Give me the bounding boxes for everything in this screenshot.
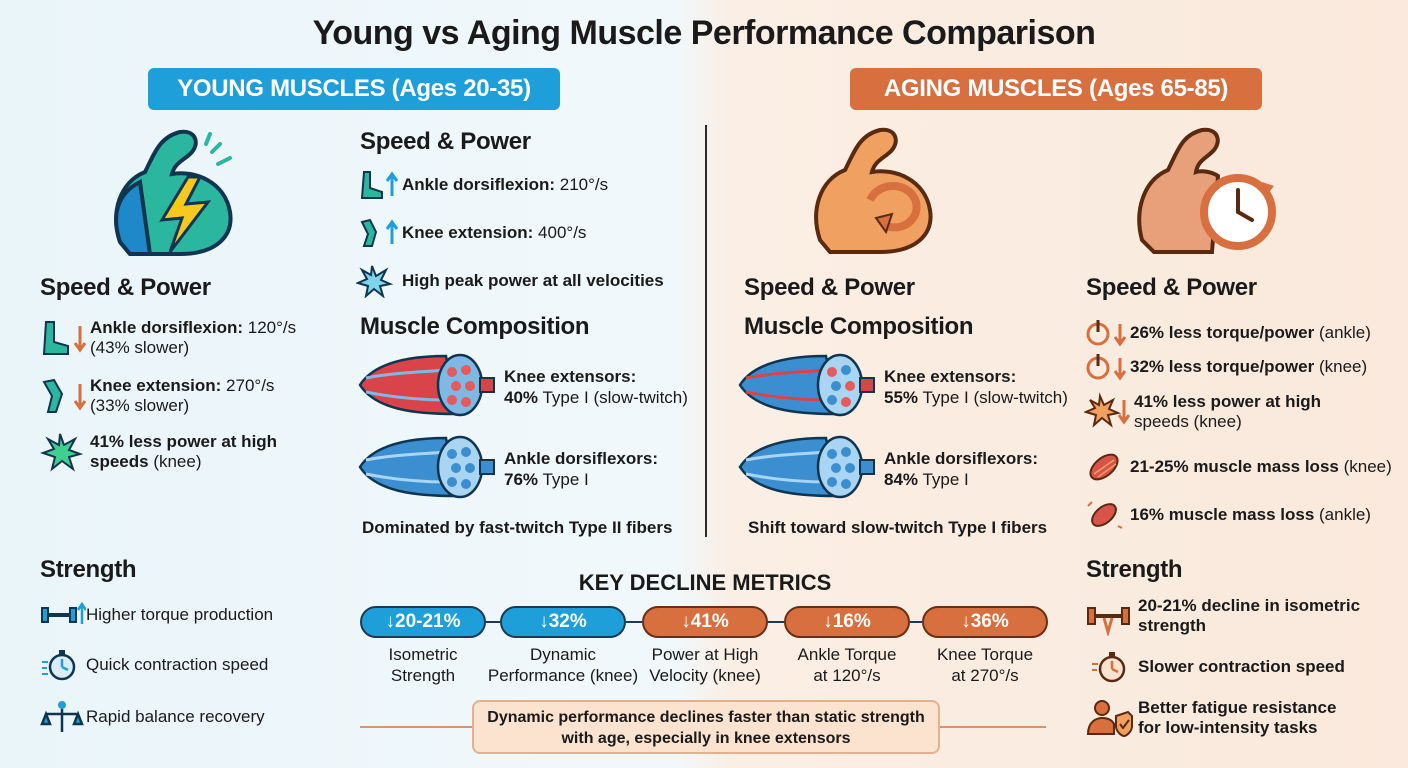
metric-label: Power at High Velocity (knee): [649, 645, 761, 685]
left-speed-item: Ankle dorsiflexion: 120°/s (43% slower): [40, 318, 296, 358]
young-ankle-value: 210°/s: [555, 175, 609, 194]
metric-pill-power: ↓41%: [642, 606, 768, 638]
young-knee-muscle-icon: [358, 353, 495, 417]
young-knee-label: Knee extension:: [402, 223, 534, 242]
metric-pill-knee-torque: ↓36%: [922, 606, 1048, 638]
muscle-mass-icon: [1087, 501, 1123, 529]
balance-icon: [40, 701, 84, 732]
young-strength-text: Rapid balance recovery: [86, 707, 265, 726]
aging-ankle-muscle-icon: [738, 435, 875, 499]
aging-knee-fiber-label: Knee extensors: 55% Type I (slow-twitch): [884, 367, 1068, 407]
center-divider: [705, 125, 707, 537]
aging-ankle-fiber-label: Ankle dorsiflexors: 84% Type I: [884, 449, 1038, 489]
left-speed-item: 41% less power at high speeds (knee): [40, 432, 277, 472]
power-down-icon: [1086, 320, 1127, 347]
metric-connector: [768, 621, 784, 623]
metric-connector: [486, 621, 500, 623]
young-muscles-banner: YOUNG MUSCLES (Ages 20-35): [148, 68, 560, 110]
person-shield-icon: [1086, 700, 1133, 738]
aging-strength-item: 20-21% decline in isometric strength: [1084, 596, 1360, 636]
ankle-up-icon: [360, 171, 399, 199]
aging-flexed-arm-icon: [814, 127, 933, 254]
knee-up-icon: [360, 218, 399, 247]
power-burst-down-icon: [1084, 392, 1131, 428]
aging-strength-item: Slower contraction speed: [1084, 650, 1345, 684]
left-speed-heading: Speed & Power: [40, 274, 211, 301]
young-strength-item: Higher torque production: [40, 598, 273, 632]
young-composition-heading: Muscle Composition: [360, 313, 590, 340]
young-speed-item: High peak power at all velocities: [356, 264, 664, 298]
metric-pill-ankle-torque: ↓16%: [784, 606, 910, 638]
dumbbell-icon: [1087, 607, 1130, 636]
aging-composition-heading: Muscle Composition: [744, 313, 974, 340]
young-speed-heading: Speed & Power: [360, 128, 531, 155]
young-flexed-arm-icon: [114, 129, 233, 256]
muscle-mass-icon: [1089, 453, 1119, 481]
young-strength-heading: Strength: [40, 556, 137, 583]
aging-fiber-caption: Shift toward slow-twitch Type I fibers: [748, 518, 1048, 537]
young-knee-fiber-label: Knee extensors: 40% Type I (slow-twitch): [504, 367, 688, 407]
aging-strength-item: Better fatigue resistance for low-intensi…: [1084, 698, 1336, 738]
young-power-label: High peak power at all velocities: [402, 271, 664, 290]
left-speed-item: Knee extension: 270°/s (33% slower): [40, 376, 274, 416]
metric-label: Ankle Torque at 120°/s: [797, 645, 897, 685]
dumbbell-icon: [41, 601, 86, 624]
young-ankle-label: Ankle dorsiflexion:: [402, 175, 556, 194]
metric-connector: [626, 621, 642, 623]
young-strength-item: Rapid balance recovery: [40, 700, 265, 734]
aging-muscles-banner: AGING MUSCLES (Ages 65-85): [850, 68, 1262, 110]
metric-label: Dynamic Performance (knee): [487, 645, 639, 685]
note-line-right: [940, 726, 1046, 728]
power-burst-icon: [40, 433, 84, 472]
key-metrics-title: KEY DECLINE METRICS: [578, 570, 832, 595]
aging-right-item: 32% less torque/power (knee): [1084, 350, 1367, 384]
aging-right-item: 41% less power at high speeds (knee): [1084, 392, 1321, 432]
young-ankle-muscle-icon: [358, 435, 495, 499]
power-burst-icon: [356, 265, 394, 298]
aging-strength-heading: Strength: [1086, 556, 1183, 583]
metric-connector: [910, 621, 922, 623]
ankle-down-icon: [42, 321, 87, 355]
young-ankle-fiber-label: Ankle dorsiflexors: 76% Type I: [504, 449, 658, 489]
young-strength-item: Quick contraction speed: [40, 648, 268, 682]
knee-down-icon: [42, 378, 87, 413]
key-insight-note: Dynamic performance declines faster than…: [472, 700, 940, 754]
metric-label: Knee Torque at 270°/s: [936, 645, 1034, 685]
aging-speed-heading: Speed & Power: [744, 274, 915, 301]
young-speed-item: Ankle dorsiflexion: 210°/s: [356, 168, 608, 202]
aging-arm-clock-icon: [1137, 127, 1276, 254]
young-knee-value: 400°/s: [533, 223, 587, 242]
page-title: Young vs Aging Muscle Performance Compar…: [312, 14, 1096, 52]
metric-label: Isometric Strength: [388, 645, 458, 685]
young-strength-text: Higher torque production: [86, 605, 274, 624]
aging-right-item: 16% muscle mass loss (ankle): [1084, 498, 1371, 532]
metric-pill-isometric: ↓20-21%: [360, 606, 486, 638]
aging-right-item: 26% less torque/power (ankle): [1084, 316, 1371, 350]
metric-pill-dynamic: ↓32%: [500, 606, 626, 638]
aging-right-item: 21-25% muscle mass loss (knee): [1084, 450, 1392, 484]
note-line-left: [360, 726, 472, 728]
young-fiber-caption: Dominated by fast-twitch Type II fibers: [362, 518, 673, 537]
power-down-icon: [1086, 354, 1127, 381]
aging-right-speed-heading: Speed & Power: [1086, 274, 1257, 301]
young-strength-text: Quick contraction speed: [86, 655, 269, 674]
aging-knee-muscle-icon: [738, 353, 875, 417]
stopwatch-icon: [1092, 652, 1126, 683]
stopwatch-icon: [42, 650, 76, 681]
young-speed-item: Knee extension: 400°/s: [356, 216, 586, 250]
